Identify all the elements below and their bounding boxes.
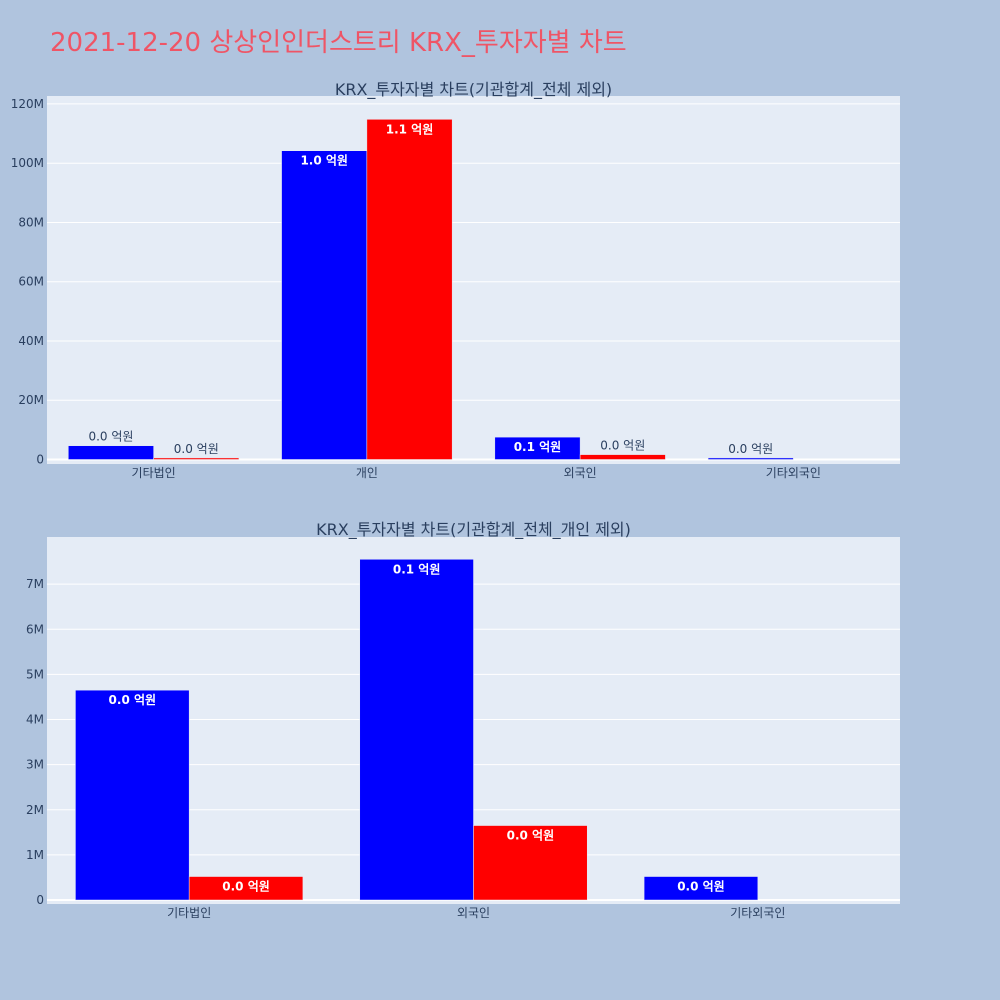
data-label: 0.0 억원: [222, 880, 270, 894]
data-label: 0.0 억원: [507, 829, 555, 843]
y-tick-label: 0: [36, 893, 44, 907]
y-tick-label: 2M: [26, 803, 44, 817]
x-tick-label: 외국인: [457, 906, 490, 920]
bar: [68, 445, 154, 460]
data-label: 0.0 억원: [677, 880, 725, 894]
bar: [153, 457, 240, 460]
y-tick-label: 1M: [26, 848, 44, 862]
bar: [473, 825, 588, 901]
bar: [359, 559, 474, 901]
x-tick-label: 기타외국인: [766, 466, 821, 480]
x-tick-label: 기타법인: [132, 466, 176, 480]
y-tick-label: 3M: [26, 758, 44, 772]
page-title: 2021-12-20 상상인인더스트리 KRX_투자자별 차트: [50, 28, 627, 58]
y-tick-label: 20M: [18, 393, 44, 407]
bar: [188, 876, 304, 901]
plot-area: [47, 96, 900, 464]
chart-top: 0 20M 40M 60M 80M 100M 120M KRX_투자자별 차트(기관합계_전체…: [11, 80, 900, 480]
data-label: 0.0 억원: [174, 442, 219, 456]
bar: [579, 454, 666, 460]
y-tick-label: 0: [36, 453, 44, 467]
data-label: 0.0 억원: [88, 430, 133, 444]
data-label: 0.1 억원: [514, 440, 562, 454]
x-tick-label: 기타외국인: [730, 906, 785, 920]
x-tick-label: 개인: [356, 466, 378, 480]
y-tick-label: 80M: [18, 215, 44, 229]
data-label: 1.0 억원: [300, 154, 348, 168]
x-tick-label: 외국인: [564, 466, 597, 480]
data-label: 0.0 억원: [600, 439, 645, 453]
y-tick-label: 120M: [11, 97, 44, 111]
bar: [366, 119, 453, 460]
bar: [707, 457, 794, 460]
bar: [494, 436, 581, 460]
bar: [75, 689, 190, 901]
bar: [281, 150, 368, 460]
chart-title: KRX_투자자별 차트(기관합계_전체 제외): [335, 80, 612, 100]
bar: [643, 876, 759, 901]
y-tick-label: 5M: [26, 667, 44, 681]
y-tick-label: 6M: [26, 622, 44, 636]
data-label: 0.1 억원: [393, 562, 441, 576]
y-tick-label: 4M: [26, 713, 44, 727]
chart-bottom: 0 1M 2M 3M 4M 5M 6M 7M KRX_투자자별 차트(기관합계_전체_개인 제외…: [26, 520, 900, 920]
x-tick-label: 기타법인: [167, 906, 211, 920]
chart-title: KRX_투자자별 차트(기관합계_전체_개인 제외): [316, 520, 631, 540]
data-label: 1.1 억원: [386, 122, 434, 136]
data-label: 0.0 억원: [728, 442, 773, 456]
y-tick-label: 40M: [18, 334, 44, 348]
y-tick-label: 60M: [18, 275, 44, 289]
data-label: 0.0 억원: [109, 693, 157, 707]
y-tick-label: 100M: [11, 156, 44, 170]
y-tick-label: 7M: [26, 577, 44, 591]
